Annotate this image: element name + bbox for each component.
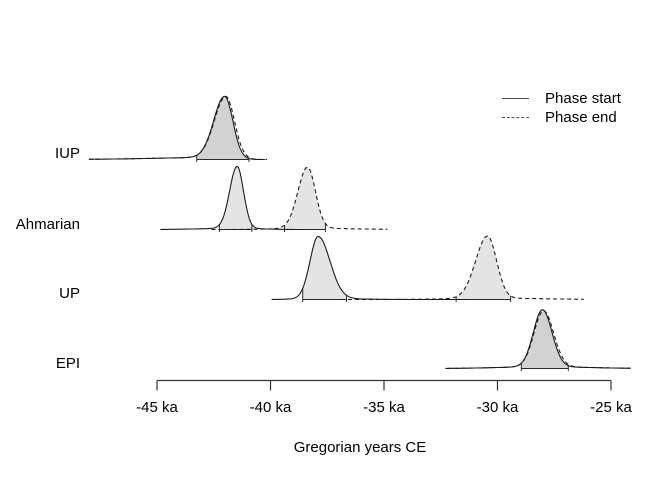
dashed-line-icon (502, 117, 529, 118)
x-tick-label-40: -40 ka (249, 399, 292, 416)
legend: Phase start Phase end (502, 89, 621, 127)
solid-line-icon (502, 98, 529, 99)
legend-item-phase-start: Phase start (502, 89, 621, 108)
x-tick-label-45: -45 ka (136, 399, 178, 416)
x-tick-label-25: -25 ka (590, 399, 632, 416)
row-label-ahmarian: Ahmarian (15, 216, 80, 233)
row-label-iup: IUP (54, 145, 80, 162)
legend-label-phase-end: Phase end (545, 108, 617, 126)
x-axis-title: Gregorian years CE (293, 439, 427, 456)
x-tick-label-35: -35 ka (363, 399, 405, 416)
row-label-epi: EPI (55, 355, 80, 372)
x-tick-label-30: -30 ka (476, 399, 519, 416)
legend-label-phase-start: Phase start (545, 89, 621, 107)
legend-item-phase-end: Phase end (502, 108, 621, 127)
row-label-up: UP (59, 285, 80, 302)
